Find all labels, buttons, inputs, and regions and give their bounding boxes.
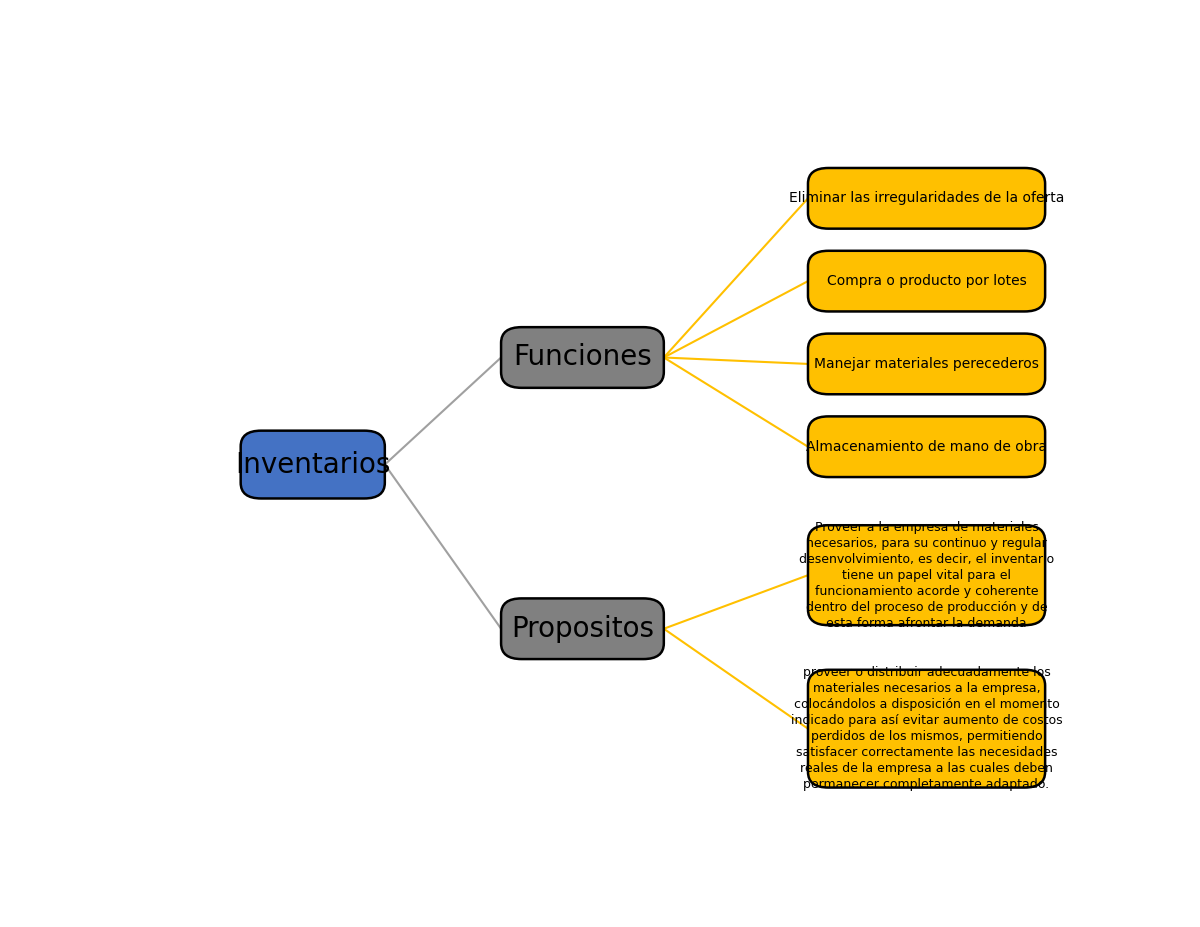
Text: Compra o producto por lotes: Compra o producto por lotes xyxy=(827,274,1026,288)
Text: Almacenamiento de mano de obra: Almacenamiento de mano de obra xyxy=(806,439,1048,453)
Text: Propositos: Propositos xyxy=(511,615,654,642)
FancyBboxPatch shape xyxy=(808,670,1045,788)
Text: Eliminar las irregularidades de la oferta: Eliminar las irregularidades de la ofert… xyxy=(788,191,1064,205)
FancyBboxPatch shape xyxy=(808,168,1045,229)
Text: proveer o distribuir adecuadamente los
materiales necesarios a la empresa,
coloc: proveer o distribuir adecuadamente los m… xyxy=(791,667,1062,791)
FancyBboxPatch shape xyxy=(808,416,1045,477)
FancyBboxPatch shape xyxy=(808,251,1045,311)
Text: Funciones: Funciones xyxy=(514,344,652,372)
Text: Proveer a la empresa de materiales
necesarios, para su continuo y regular
desenv: Proveer a la empresa de materiales neces… xyxy=(799,521,1054,629)
Text: Inventarios: Inventarios xyxy=(235,451,390,478)
FancyBboxPatch shape xyxy=(808,526,1045,625)
FancyBboxPatch shape xyxy=(241,431,385,499)
FancyBboxPatch shape xyxy=(502,327,664,387)
FancyBboxPatch shape xyxy=(808,334,1045,394)
Text: Manejar materiales perecederos: Manejar materiales perecederos xyxy=(814,357,1039,371)
FancyBboxPatch shape xyxy=(502,599,664,659)
